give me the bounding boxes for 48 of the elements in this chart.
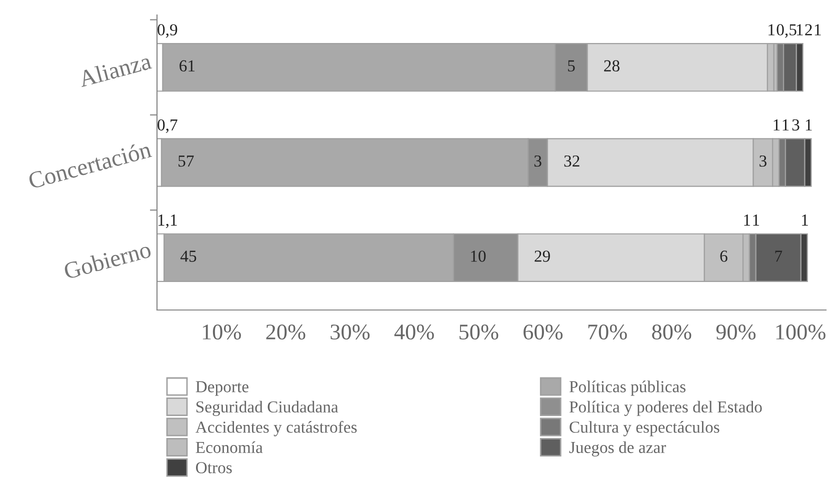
data-label: 29 — [534, 250, 550, 262]
data-label: 0,9 — [158, 24, 178, 38]
x-tick-label: 20% — [266, 324, 306, 340]
y-tick-label: Gobierno — [63, 240, 152, 280]
legend-label: Economía — [196, 441, 263, 454]
data-label: 1,1 — [158, 214, 177, 228]
data-label: 1 — [782, 119, 789, 130]
data-label: 10 — [471, 250, 486, 262]
data-label: 28 — [604, 60, 620, 72]
x-tick-label: 60% — [524, 324, 563, 340]
legend-label: Política y poderes del Estado — [569, 400, 762, 416]
data-label: 2 — [805, 24, 812, 36]
data-label: 5 — [568, 60, 575, 72]
x-tick-label: 40% — [394, 324, 434, 340]
data-label: 1 — [806, 119, 812, 130]
data-label: 61 — [180, 60, 195, 72]
data-label: 1 — [744, 214, 750, 226]
data-label: 6 — [720, 250, 728, 262]
data-label: 32 — [564, 155, 580, 167]
x-tick-label: 30% — [330, 324, 370, 340]
legend-label: Juegos de azar — [569, 441, 666, 457]
x-tick-label: 10% — [202, 324, 241, 340]
data-label: 1 — [802, 214, 808, 226]
x-tick-label: 70% — [588, 324, 627, 340]
data-label: 3 — [760, 155, 766, 167]
y-tick-label: Alianza — [78, 52, 152, 88]
data-label: 1 — [768, 24, 774, 36]
data-label: 45 — [180, 250, 196, 262]
legend-label: Otros — [196, 462, 232, 474]
x-tick-label: 80% — [652, 324, 692, 340]
legend-label: Cultura y espectáculos — [570, 421, 720, 436]
data-label: 1 — [796, 24, 803, 36]
legend-label: Políticas públicas — [569, 380, 686, 396]
data-label: 1 — [774, 119, 780, 130]
data-label: 1 — [814, 24, 821, 36]
data-label: 0,7 — [158, 119, 178, 133]
x-tick-label: 90% — [716, 324, 756, 340]
legend-label: Seguridad Ciudadana — [196, 400, 338, 416]
data-label: 1 — [753, 214, 760, 226]
data-label: 57 — [178, 156, 194, 167]
legend-label: Deporte — [196, 381, 248, 396]
data-label: 7 — [775, 250, 782, 262]
data-label: 3 — [792, 119, 800, 131]
data-label: 3 — [534, 155, 542, 167]
x-tick-label: 100% — [776, 324, 826, 340]
x-tick-label: 50% — [460, 324, 498, 340]
legend-label: Accidentes y catástrofes — [195, 420, 357, 436]
data-label: 0,5 — [776, 24, 796, 38]
